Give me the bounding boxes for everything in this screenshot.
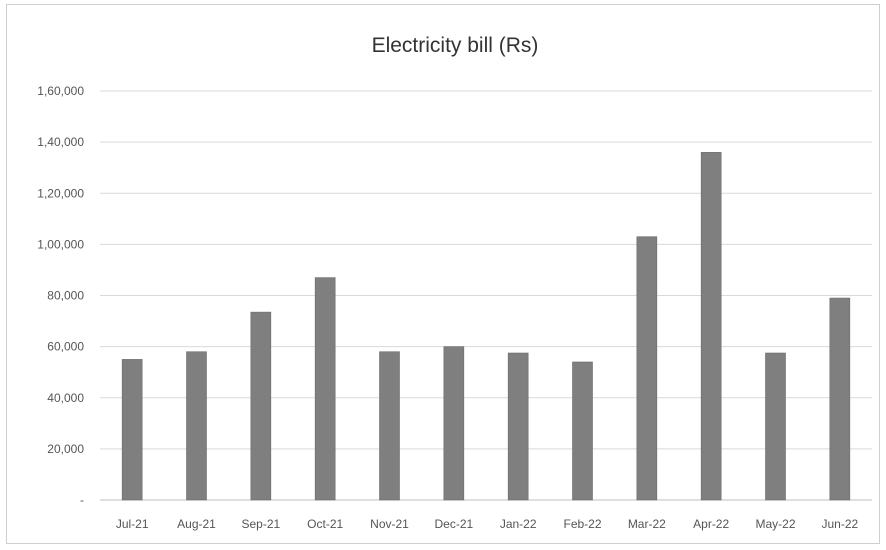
x-tick-label: Jan-22 [500,517,537,531]
bar-sep-21 [250,311,272,501]
y-tick-label: 20,000 [47,442,84,456]
y-tick-label: 60,000 [47,340,84,354]
y-axis-ticks: - 20,000 40,000 60,000 80,000 1,00,000 1,20,00… [37,84,84,507]
bar-apr-22 [700,152,722,501]
y-tick-label: 1,20,000 [37,186,84,200]
y-tick-label: - [80,493,84,507]
y-tick-label: 1,00,000 [37,237,84,251]
bar-may-22 [765,352,786,501]
x-tick-label: Nov-21 [370,517,409,531]
bar-jul-21 [121,359,143,501]
x-tick-label: Aug-21 [177,517,216,531]
y-tick-label: 40,000 [47,391,84,405]
bar-nov-21 [379,351,400,501]
chart-frame [6,4,880,544]
y-tick-label: 1,40,000 [37,135,84,149]
x-tick-label: Dec-21 [434,517,473,531]
y-tick-label: 80,000 [47,289,84,303]
gridlines [100,90,872,501]
x-tick-label: Jul-21 [116,517,149,531]
bar-jan-22 [507,352,529,501]
x-tick-label: Oct-21 [307,517,343,531]
chart-title: Electricity bill (Rs) [372,34,539,57]
bar-dec-21 [443,346,465,501]
x-tick-label: Sep-21 [241,517,280,531]
x-tick-label: Mar-22 [628,517,666,531]
bar-mar-22 [636,236,658,501]
x-tick-label: May-22 [755,517,795,531]
x-tick-label: Feb-22 [563,517,601,531]
x-axis-ticks: Jul-21 Aug-21 Sep-21 Oct-21 Nov-21 Dec-21 Jan-… [116,517,859,531]
bar-feb-22 [572,361,593,501]
bar-oct-21 [314,277,336,501]
x-tick-label: Apr-22 [693,517,729,531]
bar-jun-22 [829,297,851,501]
bar-aug-21 [186,351,207,501]
y-tick-label: 1,60,000 [37,84,84,98]
x-tick-label: Jun-22 [821,517,858,531]
bars [121,152,851,501]
